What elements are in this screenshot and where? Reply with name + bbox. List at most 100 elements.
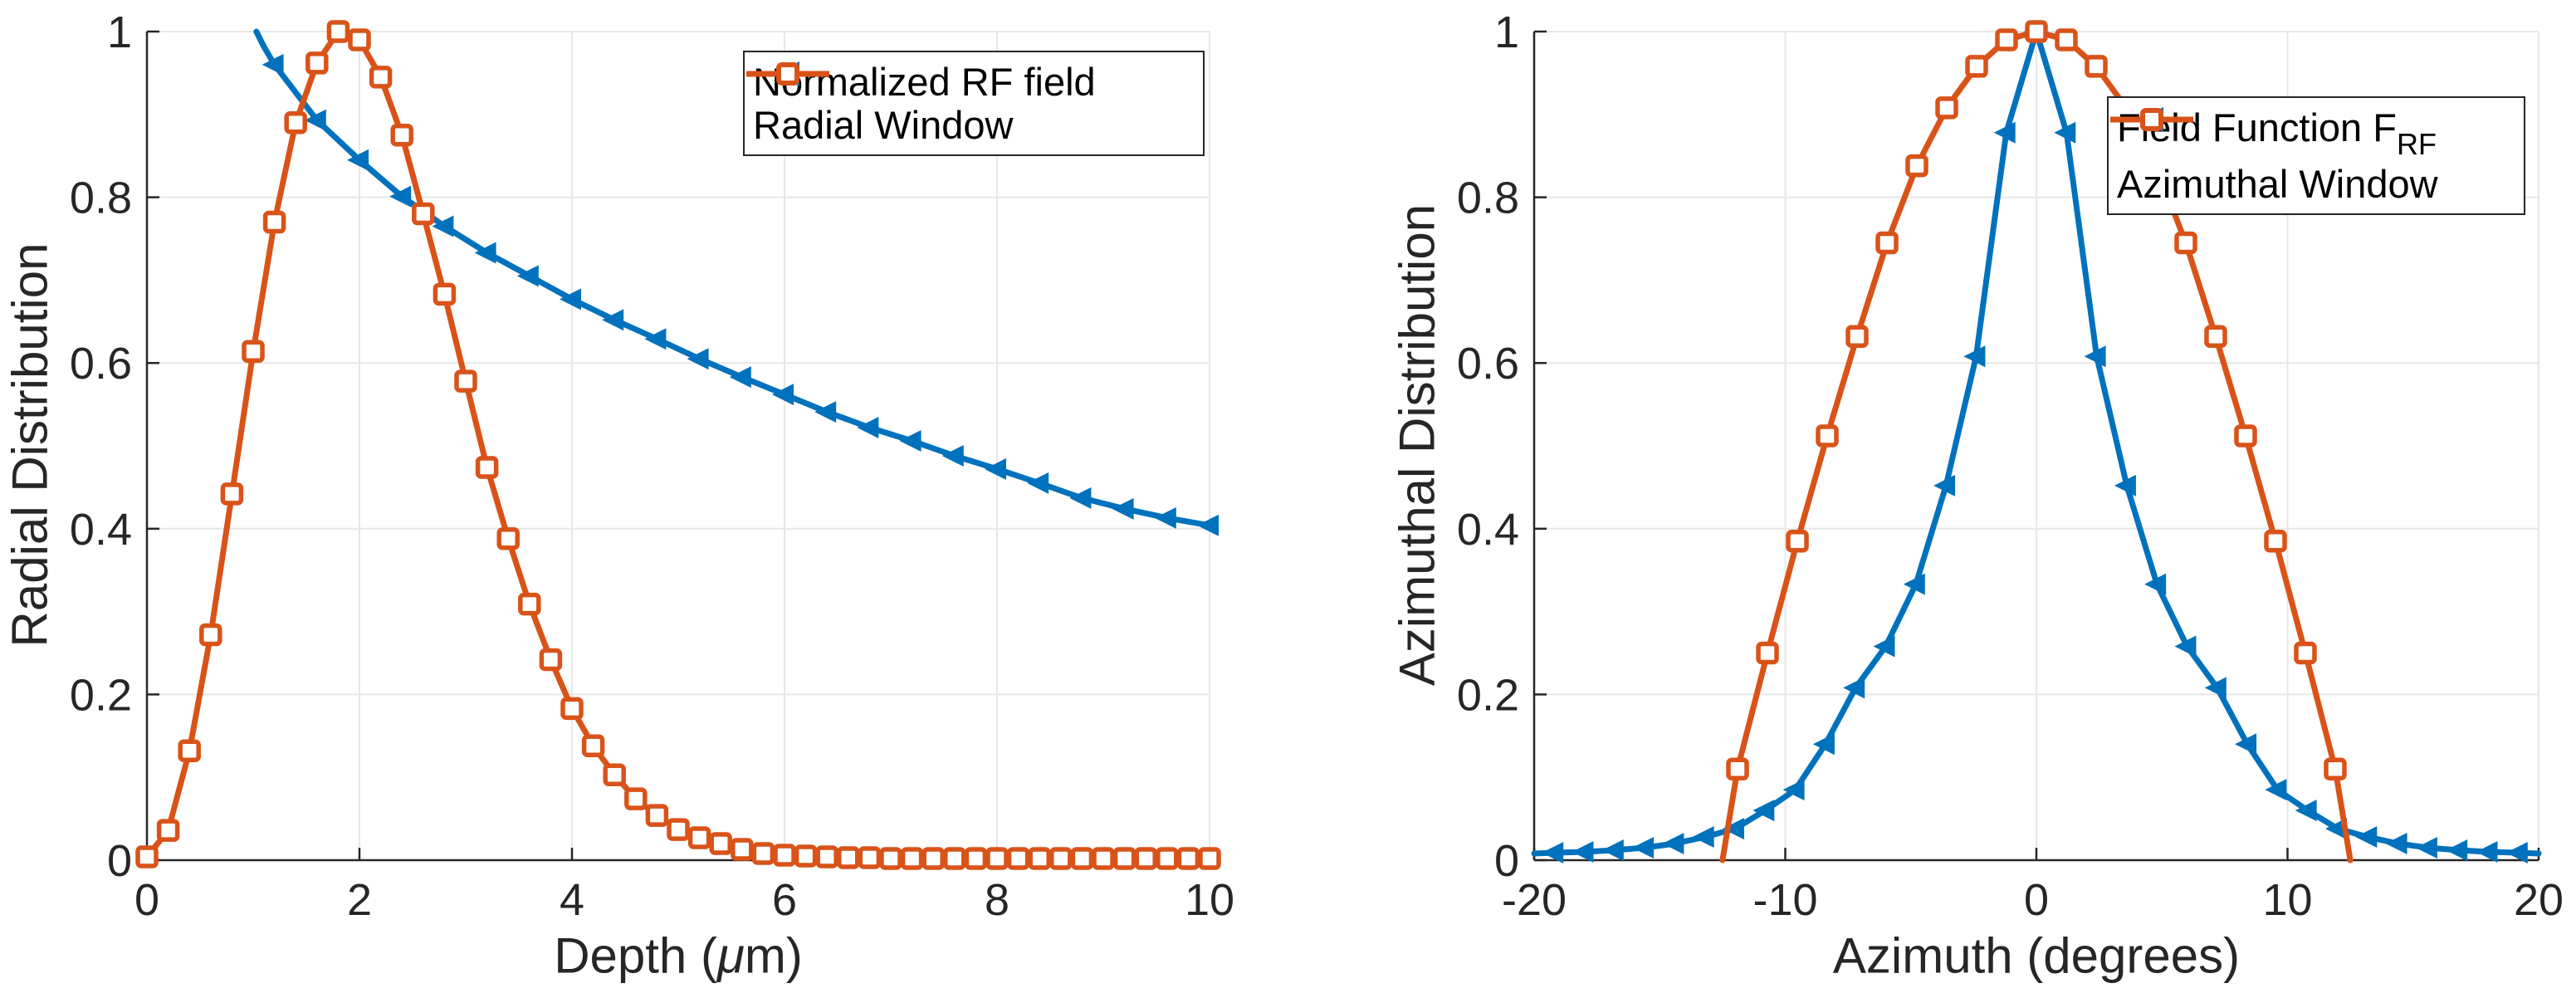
square-marker [964,847,988,870]
y-tick-label: 0 [1494,836,1519,886]
square-marker [220,482,244,506]
square-marker [135,845,159,868]
legend-entry-azimuthal-window: Azimuthal Window [2110,108,2515,203]
square-marker [1905,154,1928,178]
square-marker [667,818,690,841]
square-marker [1786,530,1809,553]
x-tick-label: 10 [2262,875,2312,925]
square-marker [837,846,860,869]
square-marker [2234,424,2257,448]
triangle-left-marker [262,53,284,76]
square-marker [1112,847,1136,870]
square-marker [1049,847,1073,870]
triangle-left-marker [1027,472,1049,494]
y-tick-label: 0.4 [70,505,132,555]
triangle-left-marker [2174,635,2197,658]
y-tick-label: 1 [1494,7,1519,57]
triangle-left-marker [2446,839,2468,862]
triangle-left-marker [644,328,667,350]
legend-label: Field Function FRF [2117,108,2437,159]
square-marker [156,819,180,842]
right-x-axis-label: Azimuth (degrees) [1832,927,2241,984]
square-marker [879,847,902,870]
x-tick-label: 0 [134,875,159,925]
triangle-left-marker [560,288,581,311]
y-tick-label: 0.6 [70,339,132,389]
square-marker [454,369,477,393]
square-marker [943,847,966,870]
square-marker [1756,641,1779,665]
triangle-left-marker [1542,842,1564,864]
square-marker [1006,847,1030,870]
legend-label-main: Field Function F [2117,105,2397,149]
square-marker [1816,424,1839,448]
square-marker [731,838,754,861]
square-marker [1134,847,1157,870]
square-marker [2264,530,2287,553]
square-marker [645,804,669,827]
square-marker [1092,847,1115,870]
square-marker [581,734,605,758]
triangle-left-marker [1963,345,1986,368]
square-marker [2055,28,2078,51]
square-marker [1070,847,1094,870]
triangle-left-marker [1662,833,1684,855]
square-marker [1156,847,1179,870]
left-legend: Normalized RF field Radial Window [743,51,1205,156]
y-tick-label: 0.4 [1457,505,1519,555]
triangle-left-marker [347,149,369,171]
square-marker [709,832,732,855]
triangle-left-marker [1812,733,1835,756]
square-marker [751,842,775,865]
triangle-left-marker [2144,573,2167,595]
triangle-left-marker [1782,779,1805,801]
triangle-left-marker [1692,826,1714,849]
legend-label: Normalized RF field [753,59,1096,104]
square-marker [348,28,371,51]
triangle-left-marker [1933,474,1956,497]
square-marker [496,527,520,550]
triangle-left-marker [602,309,624,331]
triangle-left-marker [2054,121,2076,144]
triangle-left-marker [814,401,837,423]
square-marker [1198,847,1221,870]
triangle-left-marker [1723,818,1744,840]
triangle-left-marker [1903,573,1925,595]
right-y-axis-label: Azimuthal Distribution [1389,203,1445,687]
square-marker [1845,325,1869,349]
triangle-left-marker [1572,841,1594,863]
y-tick-label: 0.8 [70,174,132,223]
y-tick-label: 0 [107,836,132,886]
square-marker [262,210,286,234]
triangle-left-marker [2505,842,2528,864]
square-marker [900,847,924,870]
square-marker [2174,231,2197,255]
triangle-left-marker [2385,833,2407,855]
x-tick-label: -20 [1502,875,1567,925]
triangle-left-marker [2084,345,2106,368]
square-marker [199,623,222,647]
square-marker [624,787,648,810]
square-marker [815,845,838,868]
square-marker [2085,55,2108,78]
triangle-left-marker [516,265,539,287]
orange-line-square-sample-icon [746,62,829,86]
y-tick-label: 0.2 [1457,670,1519,720]
square-marker [560,697,584,721]
triangle-left-marker [2265,779,2287,801]
square-marker [2025,20,2048,43]
legend-entry-radial-window: Radial Window [746,62,1195,144]
square-marker [603,763,626,786]
triangle-left-marker [1197,514,1219,536]
x-tick-label: 6 [772,875,797,925]
triangle-left-marker [2355,826,2378,849]
square-marker [242,340,265,363]
square-marker [1935,96,1958,120]
y-tick-label: 0.8 [1457,174,1519,223]
triangle-left-marker [2295,800,2317,822]
square-marker [985,847,1009,870]
orange-line-square-sample-icon [2110,108,2193,131]
left-x-axis-label: Depth (μm) [554,927,803,985]
